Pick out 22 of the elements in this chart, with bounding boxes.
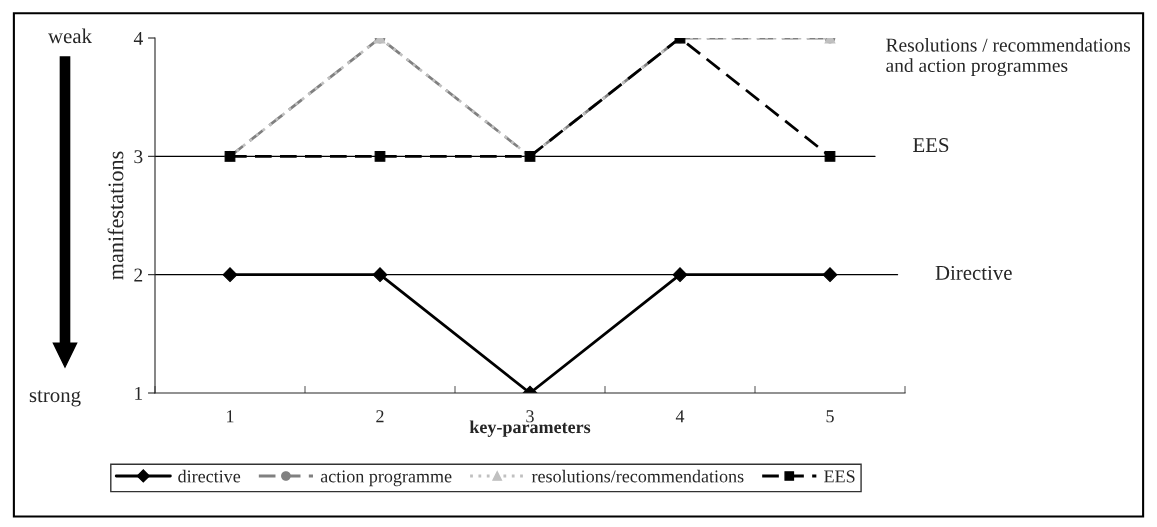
y-tick-label: 3 bbox=[134, 150, 143, 164]
point bbox=[222, 267, 238, 283]
legend-label: resolutions/recommendations bbox=[531, 469, 744, 483]
text: weak bbox=[48, 28, 92, 44]
x-tick-label: 5 bbox=[826, 410, 834, 423]
point bbox=[672, 267, 688, 283]
legend-label: EES bbox=[824, 470, 855, 483]
legend-label: action programme bbox=[320, 470, 452, 487]
point bbox=[372, 267, 388, 283]
ref-line-label: Directive bbox=[935, 265, 1012, 280]
y-tick-label: 1 bbox=[135, 386, 143, 400]
x-tick-label: 4 bbox=[675, 410, 685, 423]
y-axis-title: manifestations bbox=[107, 151, 124, 280]
ref-line-label: EES bbox=[913, 138, 949, 153]
text: strong bbox=[29, 390, 81, 407]
annotation: Resolutions / recommendations and action programmes bbox=[886, 38, 1131, 77]
y-tick-label: 4 bbox=[133, 31, 143, 45]
x-tick-label: 2 bbox=[376, 410, 384, 423]
legend-label: directive bbox=[178, 469, 241, 483]
x-tick-label: 1 bbox=[227, 410, 234, 423]
y-tick-label: 2 bbox=[134, 268, 143, 282]
point bbox=[822, 267, 838, 283]
